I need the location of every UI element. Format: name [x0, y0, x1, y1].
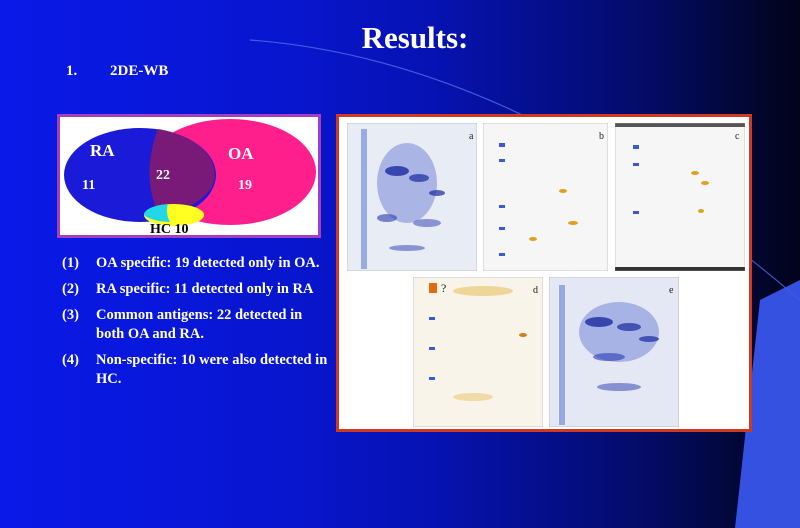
finding-text: RA specific: 11 detected only in RA	[96, 281, 314, 297]
western-blot-figure: a b c	[336, 114, 752, 432]
gel-letter-a: a	[469, 131, 474, 142]
section-number: 1.	[66, 63, 78, 79]
venn-hc-overlap	[143, 204, 170, 222]
finding-text: OA specific: 19 detected only in OA.	[96, 255, 320, 271]
gel-letter-e: e	[669, 285, 674, 296]
gel-image-a: a	[347, 123, 477, 271]
finding-item: (3) Common antigens: 22 detected in both…	[62, 306, 332, 344]
section-title: 2DE-WB	[110, 63, 169, 79]
venn-ra-only-count: 11	[82, 178, 95, 193]
gel-question-mark: ?	[441, 281, 447, 295]
finding-item: (2) RA specific: 11 detected only in RA	[62, 280, 332, 299]
gel-image-c: c	[615, 123, 745, 271]
gel-image-d: ? d	[413, 277, 543, 427]
venn-common-count: 22	[156, 168, 170, 183]
gel-letter-d: d	[533, 285, 538, 296]
finding-number: (1)	[62, 255, 79, 271]
finding-text: Non-specific: 10 were also detected in H…	[96, 352, 328, 387]
venn-oa-label: OA	[228, 144, 254, 163]
finding-text: Common antigens: 22 detected in both OA …	[96, 307, 303, 342]
venn-diagram: RA OA 11 22 19 HC 10	[57, 114, 321, 238]
finding-number: (2)	[62, 281, 79, 297]
finding-number: (3)	[62, 307, 79, 323]
gel-letter-c: c	[735, 131, 740, 142]
slide-title: Results:	[361, 20, 469, 55]
venn-overlap-region	[149, 129, 215, 217]
findings-list: (1) OA specific: 19 detected only in OA.…	[62, 254, 332, 396]
venn-hc-label: HC 10	[150, 222, 189, 235]
gel-image-e: e	[549, 277, 679, 427]
finding-item: (1) OA specific: 19 detected only in OA.	[62, 254, 332, 273]
venn-ra-label: RA	[90, 141, 115, 160]
finding-number: (4)	[62, 352, 79, 368]
gel-letter-b: b	[599, 131, 604, 142]
gel-image-b: b	[483, 123, 608, 271]
venn-oa-only-count: 19	[238, 178, 252, 193]
finding-item: (4) Non-specific: 10 were also detected …	[62, 351, 332, 389]
section-heading: 1. 2DE-WB	[66, 63, 168, 80]
